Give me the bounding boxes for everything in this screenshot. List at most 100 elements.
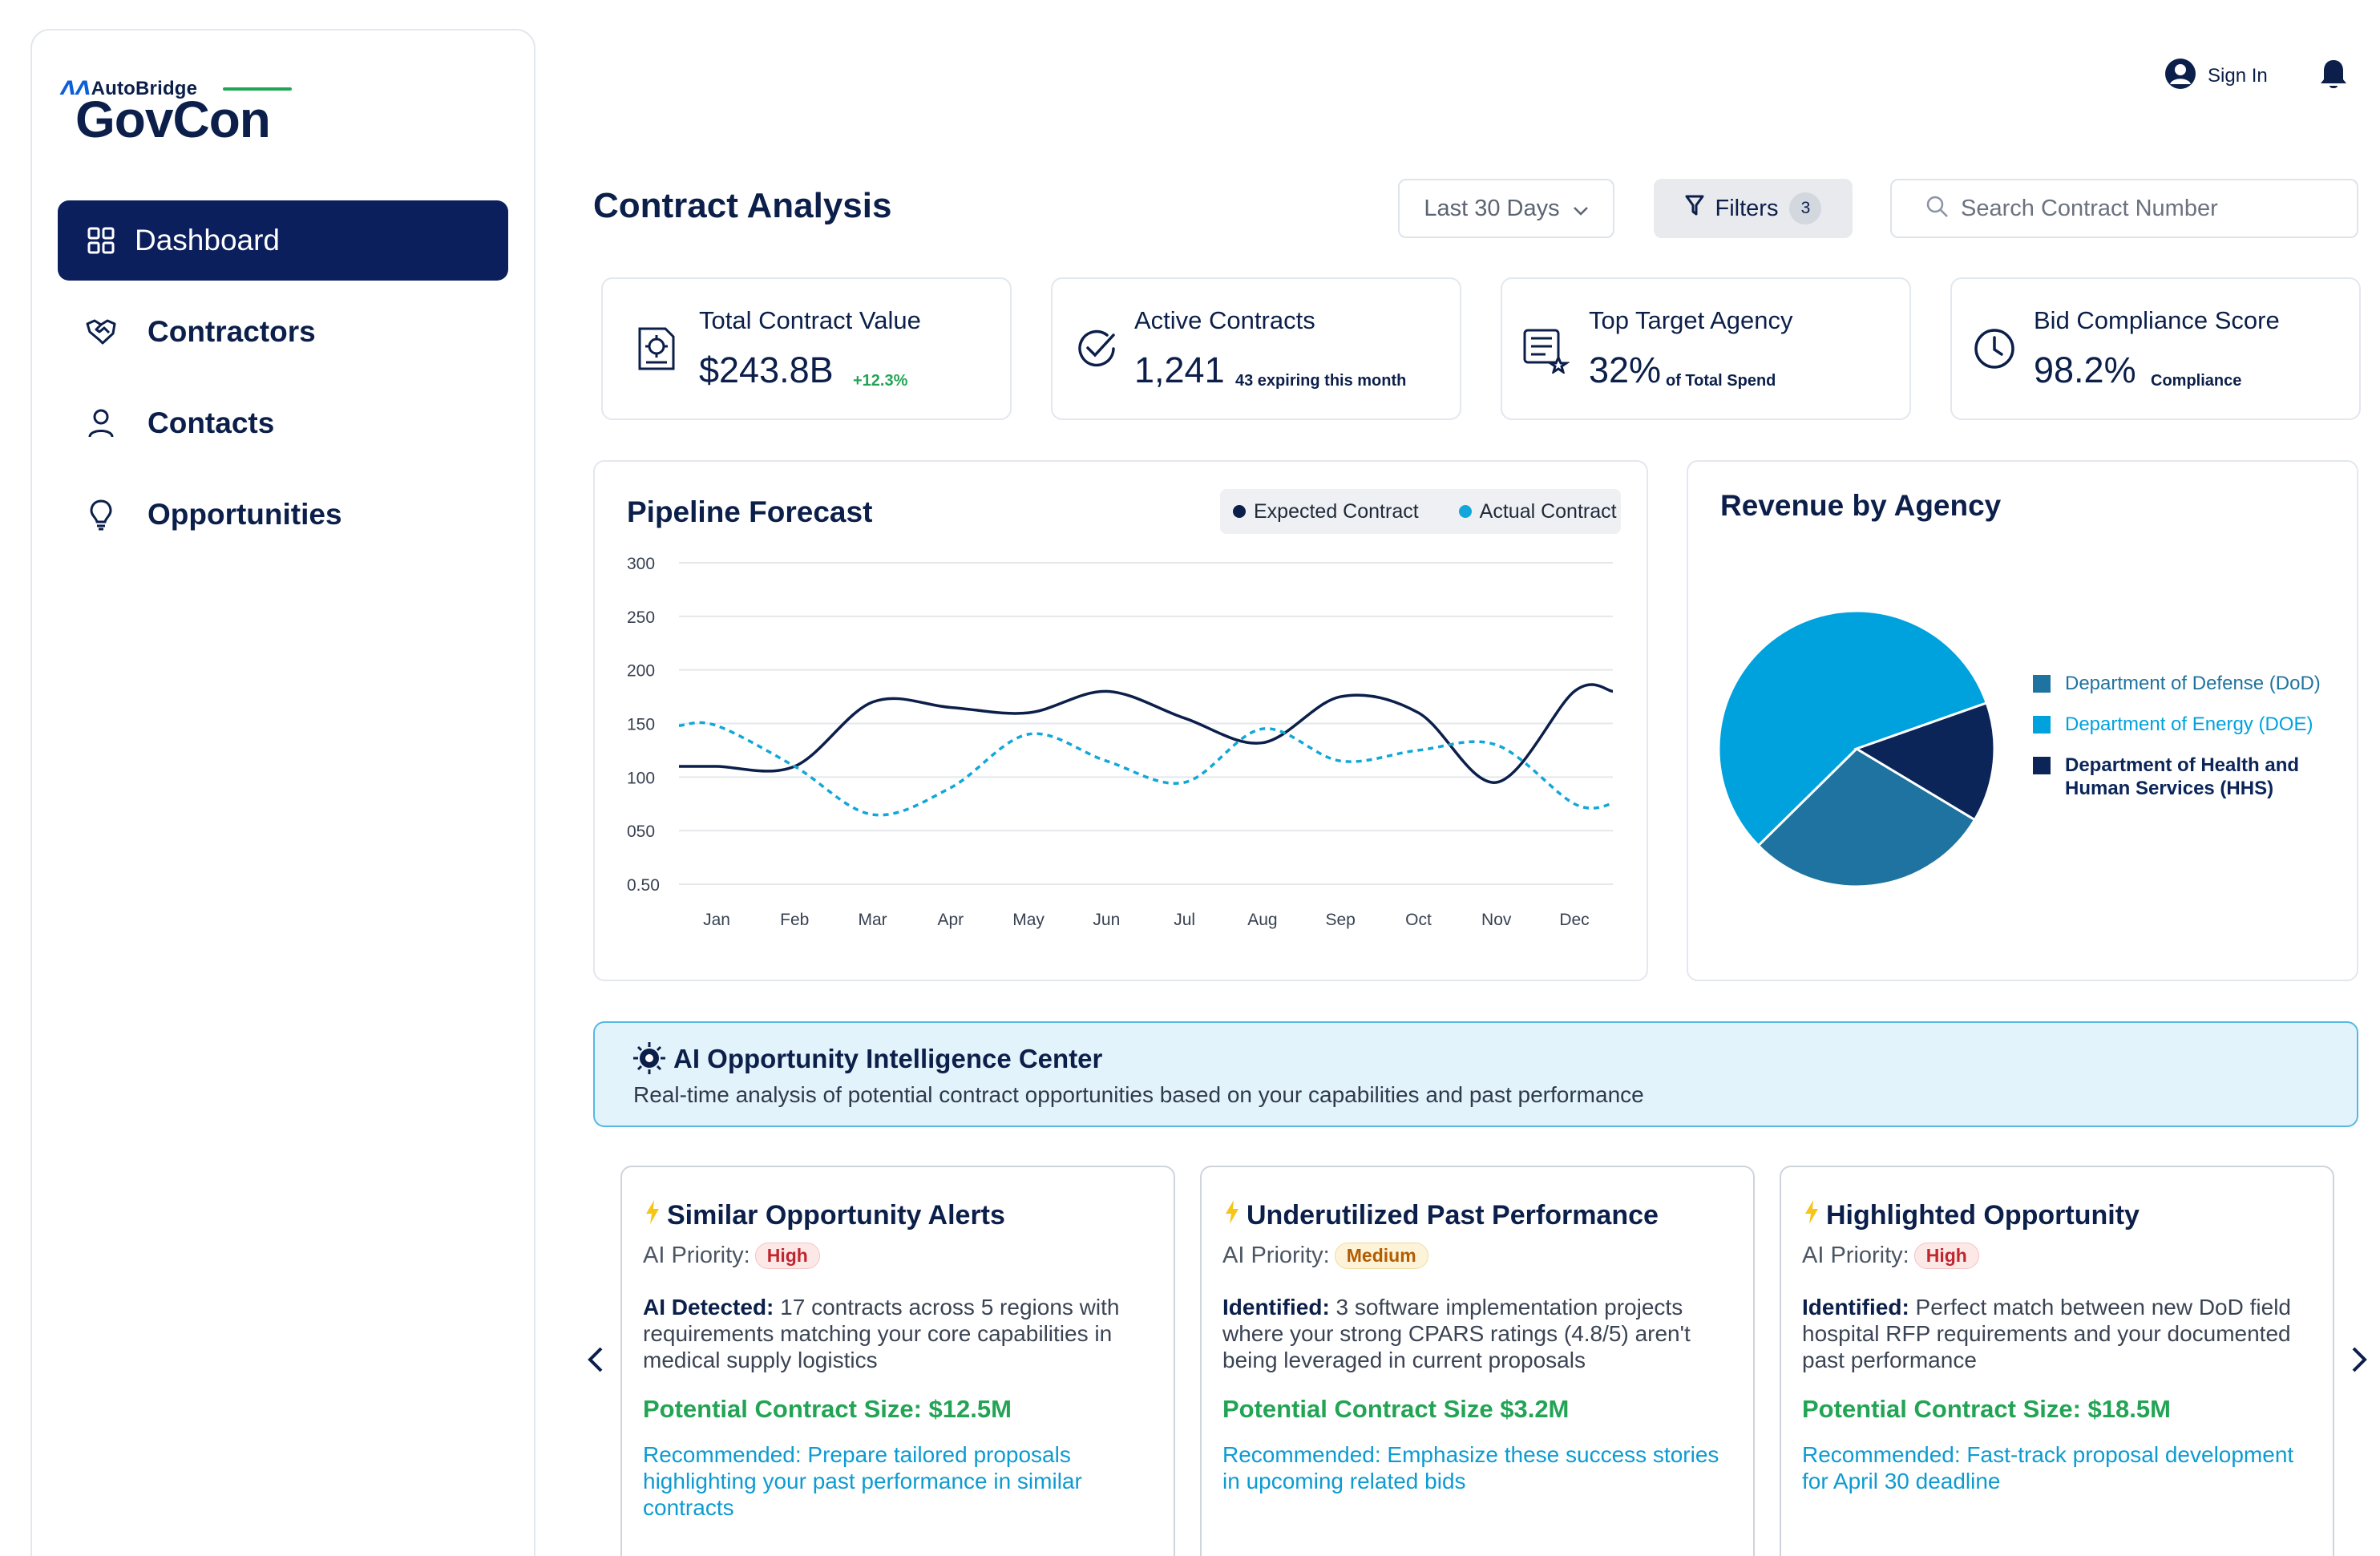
x-tick-label: Nov <box>1481 911 1512 929</box>
revenue-by-agency-panel: Revenue by Agency Department of Defense … <box>1687 460 2358 981</box>
kpi-title: Bid Compliance Score <box>2034 306 2280 334</box>
opportunity-card[interactable]: Similar Opportunity Alerts AI Priority: … <box>620 1166 1175 1556</box>
card-title-text: Highlighted Opportunity <box>1826 1200 2140 1231</box>
legend-label-expected: Expected Contract <box>1254 499 1419 523</box>
card-title: Similar Opportunity Alerts <box>644 1199 1005 1232</box>
logo[interactable]: ᐱᐱAutoBridge GovCon <box>61 77 301 148</box>
sidebar-item-contacts[interactable]: Contacts <box>58 383 508 463</box>
y-tick-label: 100 <box>627 769 655 787</box>
card-title-text: Underutilized Past Performance <box>1247 1200 1659 1231</box>
sidebar-item-label: Contacts <box>147 406 275 439</box>
y-tick-label: 150 <box>627 716 655 734</box>
filters-label: Filters <box>1715 195 1779 221</box>
sidebar-nav: Dashboard Contractors Contacts <box>58 200 508 566</box>
dashboard-grid-icon <box>85 224 117 257</box>
x-tick-label: Aug <box>1247 911 1277 929</box>
card-body-lead: Identified: <box>1802 1295 1909 1320</box>
card-body-text: 3 software implementation projects where… <box>1222 1295 1691 1372</box>
sidebar-item-dashboard[interactable]: Dashboard <box>58 200 508 281</box>
search-input[interactable] <box>1961 195 2346 222</box>
search-box[interactable] <box>1890 179 2358 238</box>
filters-button[interactable]: Filters 3 <box>1654 179 1853 238</box>
card-body: Identified: 3 software implementation pr… <box>1222 1294 1736 1373</box>
pipeline-forecast-title: Pipeline Forecast <box>627 495 873 528</box>
pie-legend: Department of Defense (DoD) Department o… <box>2033 672 2354 818</box>
pie-legend-item-hhs: Department of Health and Human Services … <box>2033 754 2354 800</box>
priority-label: AI Priority: <box>1802 1243 1909 1268</box>
sidebar: ᐱᐱAutoBridge GovCon Dashboard Contractor… <box>30 29 535 1556</box>
revenue-by-agency-title: Revenue by Agency <box>1720 489 2002 522</box>
card-title-text: Similar Opportunity Alerts <box>667 1200 1005 1231</box>
kpi-value: 98.2% <box>2034 350 2136 390</box>
card-priority: AI Priority: High <box>643 1243 820 1269</box>
ai-intelligence-banner: AI Opportunity Intelligence Center Real-… <box>593 1021 2358 1127</box>
legend-dot-actual <box>1458 505 1472 518</box>
logo-top-text: ᐱᐱAutoBridge <box>61 78 198 99</box>
lightning-bolt-icon <box>644 1199 661 1232</box>
notification-bell-icon[interactable] <box>2319 58 2348 91</box>
x-tick-label: Jan <box>703 911 730 929</box>
card-contract-size: Potential Contract Size $3.2M <box>1222 1395 1570 1423</box>
y-tick-label: 050 <box>627 822 655 841</box>
logo-accent-line <box>223 87 292 91</box>
check-circle-icon <box>1072 324 1121 374</box>
sidebar-item-contractors[interactable]: Contractors <box>58 292 508 372</box>
x-tick-label: Feb <box>780 911 809 929</box>
pie-slice-dod[interactable] <box>1756 747 1977 888</box>
opportunity-card[interactable]: Underutilized Past Performance AI Priori… <box>1200 1166 1755 1556</box>
pie-slice-hhs[interactable] <box>1853 701 1996 822</box>
pipeline-chart: 0.50 050 100 150 200 250 300 Jan Feb Mar Apr May Jun… <box>627 555 1614 929</box>
x-tick-label: Jun <box>1093 911 1120 929</box>
sidebar-item-label: Dashboard <box>135 224 281 257</box>
legend-label-actual: Actual Contract <box>1479 499 1617 523</box>
date-range-select[interactable]: Last 30 Days <box>1398 179 1614 238</box>
kpi-card-active-contracts: Active Contracts 1,241 43 expiring this … <box>1051 277 1461 420</box>
carousel-prev-button[interactable] <box>580 1342 612 1377</box>
kpi-subtext: 43 expiring this month <box>1235 372 1407 390</box>
date-range-value: Last 30 Days <box>1424 195 1560 221</box>
card-body: AI Detected: 17 contracts across 5 regio… <box>643 1294 1156 1373</box>
card-body-lead: AI Detected: <box>643 1295 774 1320</box>
lightning-bolt-icon <box>1804 1199 1820 1232</box>
sign-in-button[interactable]: Sign In <box>2164 58 2268 94</box>
pipeline-forecast-panel: Pipeline Forecast Expected Contract Actu… <box>593 460 1648 981</box>
carousel-next-button[interactable] <box>2342 1342 2374 1377</box>
page-title: Contract Analysis <box>593 186 892 225</box>
lightbulb-icon <box>85 499 117 531</box>
priority-badge: Medium <box>1334 1243 1428 1269</box>
x-tick-label: Jul <box>1174 911 1195 929</box>
y-tick-label: 250 <box>627 608 655 627</box>
legend-dot-expected <box>1233 505 1246 518</box>
card-priority: AI Priority: High <box>1802 1243 1979 1269</box>
ai-center-subtitle: Real-time analysis of potential contract… <box>633 1082 1644 1107</box>
card-recommendation[interactable]: Recommended: Emphasize these success sto… <box>1222 1442 1719 1493</box>
card-contract-size: Potential Contract Size: $12.5M <box>643 1395 1012 1423</box>
user-avatar-icon <box>2164 58 2196 94</box>
card-recommendation[interactable]: Recommended: Fast-track proposal develop… <box>1802 1442 2294 1493</box>
priority-label: AI Priority: <box>1222 1243 1330 1268</box>
sidebar-item-opportunities[interactable]: Opportunities <box>58 475 508 555</box>
kpi-title: Active Contracts <box>1134 306 1315 334</box>
card-priority: AI Priority: Medium <box>1222 1243 1428 1269</box>
handshake-icon <box>85 316 117 348</box>
logo-main-text: GovCon <box>75 91 271 148</box>
kpi-title: Top Target Agency <box>1589 306 1793 334</box>
legend-label-dod: Department of Defense (DoD) <box>2065 673 2321 694</box>
ai-center-title: AI Opportunity Intelligence Center <box>673 1044 1103 1073</box>
card-recommendation[interactable]: Recommended: Prepare tailored proposals … <box>643 1442 1082 1520</box>
x-tick-label: Apr <box>937 911 964 929</box>
card-body-lead: Identified: <box>1222 1295 1330 1320</box>
x-tick-label: May <box>1012 911 1045 929</box>
opportunity-card[interactable]: Highlighted Opportunity AI Priority: Hig… <box>1780 1166 2334 1556</box>
x-tick-label: Sep <box>1325 911 1355 929</box>
lightning-bolt-icon <box>1224 1199 1240 1232</box>
kpi-change: +12.3% <box>853 372 908 390</box>
search-icon <box>1925 195 1950 223</box>
card-body: Identified: Perfect match between new Do… <box>1802 1294 2315 1373</box>
sidebar-item-label: Contractors <box>147 315 316 348</box>
pie-legend-item-doe: Department of Energy (DOE) <box>2033 713 2354 736</box>
sign-in-label: Sign In <box>2208 64 2268 87</box>
legend-label-hhs: Department of Health and Human Services … <box>2065 754 2300 799</box>
pie-slice-doe[interactable] <box>1717 609 1989 847</box>
pipeline-legend: Expected Contract Actual Contract <box>1220 489 1621 534</box>
